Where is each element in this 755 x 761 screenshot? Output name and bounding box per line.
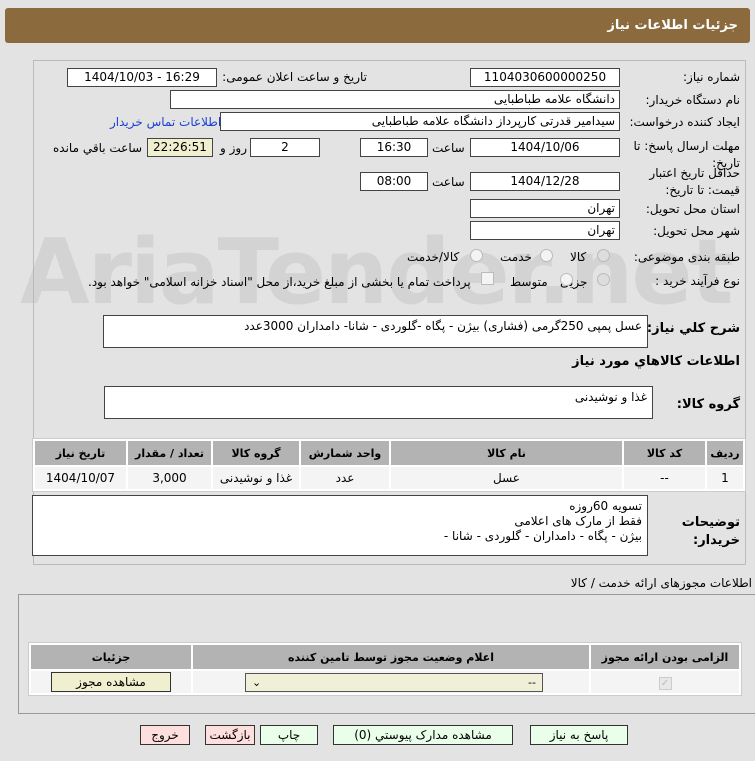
- select-value: --: [528, 675, 536, 689]
- print-button[interactable]: چاپ: [260, 725, 318, 745]
- city-label: شهر محل تحویل:: [653, 224, 740, 238]
- validity-time-field: 08:00: [360, 172, 428, 191]
- license-heading: اطلاعات مجوزهای ارائه خدمت / کالا: [570, 576, 752, 590]
- license-table: الزامی بودن ارائه مجوز اعلام وضعیت مجوز …: [28, 642, 742, 696]
- col-qty: تعداد / مقدار: [128, 441, 211, 465]
- announce-field: 1404/10/03 - 16:29: [67, 68, 217, 87]
- treasury-checkbox[interactable]: [481, 272, 494, 285]
- need-number-field: 1104030600000250: [470, 68, 620, 87]
- col-unit: واحد شمارش: [301, 441, 389, 465]
- buyer-label: نام دستگاه خریدار:: [645, 93, 741, 107]
- cell-code: --: [624, 467, 705, 489]
- validity-label: حداقل تاریخ اعتبار قیمت: تا تاریخ:: [649, 166, 740, 197]
- col-status: اعلام وضعیت مجوز توسط تامین کننده: [193, 645, 589, 669]
- contact-buyer-link[interactable]: اطلاعات تماس خریدار: [110, 115, 222, 129]
- attachments-button[interactable]: مشاهده مدارک پیوستي (0): [333, 725, 513, 745]
- cell-row: 1: [707, 467, 743, 489]
- treasury-note: پرداخت تمام یا بخشی از مبلغ خرید،از محل …: [88, 275, 471, 289]
- announce-label: تاریخ و ساعت اعلان عمومی:: [222, 70, 367, 84]
- col-details: جزئیات: [31, 645, 191, 669]
- days-field: 2: [250, 138, 320, 157]
- city-field: تهران: [470, 221, 620, 240]
- process-radio-medium[interactable]: [560, 273, 573, 286]
- col-required: الزامی بودن ارائه مجوز: [591, 645, 739, 669]
- remaining-label: ساعت باقي مانده: [53, 141, 143, 155]
- table-row: 1 -- عسل عدد غذا و نوشیدنی 3,000 1404/10…: [35, 467, 743, 489]
- page-header: جزئیات اطلاعات نیاز: [5, 8, 750, 43]
- creator-label: ایجاد کننده درخواست:: [629, 115, 740, 129]
- goods-heading: اطلاعات کالاهاي مورد نیاز: [572, 354, 740, 369]
- license-status-select[interactable]: -- ⌄: [245, 672, 543, 692]
- col-code: کد کالا: [624, 441, 705, 465]
- category-option-label: کالا/خدمت: [407, 250, 460, 264]
- notes-line: تسویه 60روزه: [569, 499, 642, 513]
- table-row: ✓ -- ⌄ مشاهده مجوز: [31, 671, 739, 693]
- back-button[interactable]: بازگشت: [205, 725, 255, 745]
- col-group: گروه کالا: [213, 441, 299, 465]
- page-title: جزئیات اطلاعات نیاز: [607, 18, 738, 33]
- summary-label: شرح کلي نیاز:: [646, 321, 740, 336]
- deadline-date-field: 1404/10/06: [470, 138, 620, 157]
- category-radio-goods[interactable]: [597, 249, 610, 262]
- exit-button[interactable]: خروج: [140, 725, 190, 745]
- col-date: تاریخ نیاز: [35, 441, 126, 465]
- category-radio-service[interactable]: [540, 249, 553, 262]
- category-option-label: خدمت: [500, 250, 532, 264]
- notes-textarea[interactable]: تسویه 60روزه فقط از مارک های اعلامی بیژن…: [32, 495, 648, 556]
- reply-button[interactable]: پاسخ به نیاز: [530, 725, 628, 745]
- process-radio-minor[interactable]: [597, 273, 610, 286]
- group-textarea[interactable]: غذا و نوشیدنی: [104, 386, 653, 419]
- col-name: نام کالا: [391, 441, 622, 465]
- cell-group: غذا و نوشیدنی: [213, 467, 299, 489]
- cell-name: عسل: [391, 467, 622, 489]
- validity-date-field: 1404/12/28: [470, 172, 620, 191]
- required-checkbox[interactable]: ✓: [658, 676, 672, 690]
- creator-field: سیدامیر قدرتی کارپرداز دانشگاه علامه طبا…: [220, 112, 620, 131]
- goods-table: ردیف کد کالا نام کالا واحد شمارش گروه کا…: [32, 438, 746, 492]
- cell-date: 1404/10/07: [35, 467, 126, 489]
- process-label: نوع فرآیند خرید :: [655, 274, 740, 288]
- watermark: AriaTender.net: [20, 220, 734, 325]
- category-radio-both[interactable]: [470, 249, 483, 262]
- validity-time-label: ساعت: [432, 175, 465, 189]
- summary-textarea[interactable]: عسل پمپی 250گرمی (فشاری) بیژن - پگاه -گل…: [103, 315, 648, 348]
- need-number-label: شماره نیاز:: [683, 70, 740, 84]
- col-row: ردیف: [707, 441, 743, 465]
- remaining-time-field: 22:26:51: [147, 138, 213, 157]
- cell-unit: عدد: [301, 467, 389, 489]
- category-label: طبقه بندی موضوعی:: [633, 250, 740, 264]
- notes-line: بیژن - پگاه - دامداران - گلوردی - شانا -: [443, 529, 642, 543]
- province-field: تهران: [470, 199, 620, 218]
- notes-label: توضیحات خریدار:: [681, 515, 740, 548]
- process-option-label: متوسط: [510, 275, 548, 289]
- deadline-label: مهلت ارسال پاسخ: تا تاریخ:: [633, 139, 740, 170]
- table-header-row: ردیف کد کالا نام کالا واحد شمارش گروه کا…: [35, 441, 743, 465]
- group-label: گروه کالا:: [676, 397, 740, 412]
- cell-qty: 3,000: [128, 467, 211, 489]
- view-license-button[interactable]: مشاهده مجوز: [51, 672, 171, 692]
- chevron-down-icon: ⌄: [252, 675, 262, 689]
- buyer-field: دانشگاه علامه طباطبایی: [170, 90, 620, 109]
- table-header-row: الزامی بودن ارائه مجوز اعلام وضعیت مجوز …: [31, 645, 739, 669]
- notes-line: فقط از مارک های اعلامی: [514, 514, 642, 528]
- province-label: استان محل تحویل:: [645, 202, 740, 216]
- category-option-label: کالا: [570, 250, 587, 264]
- days-label: روز و: [220, 141, 247, 155]
- deadline-time-label: ساعت: [432, 141, 465, 155]
- deadline-time-field: 16:30: [360, 138, 428, 157]
